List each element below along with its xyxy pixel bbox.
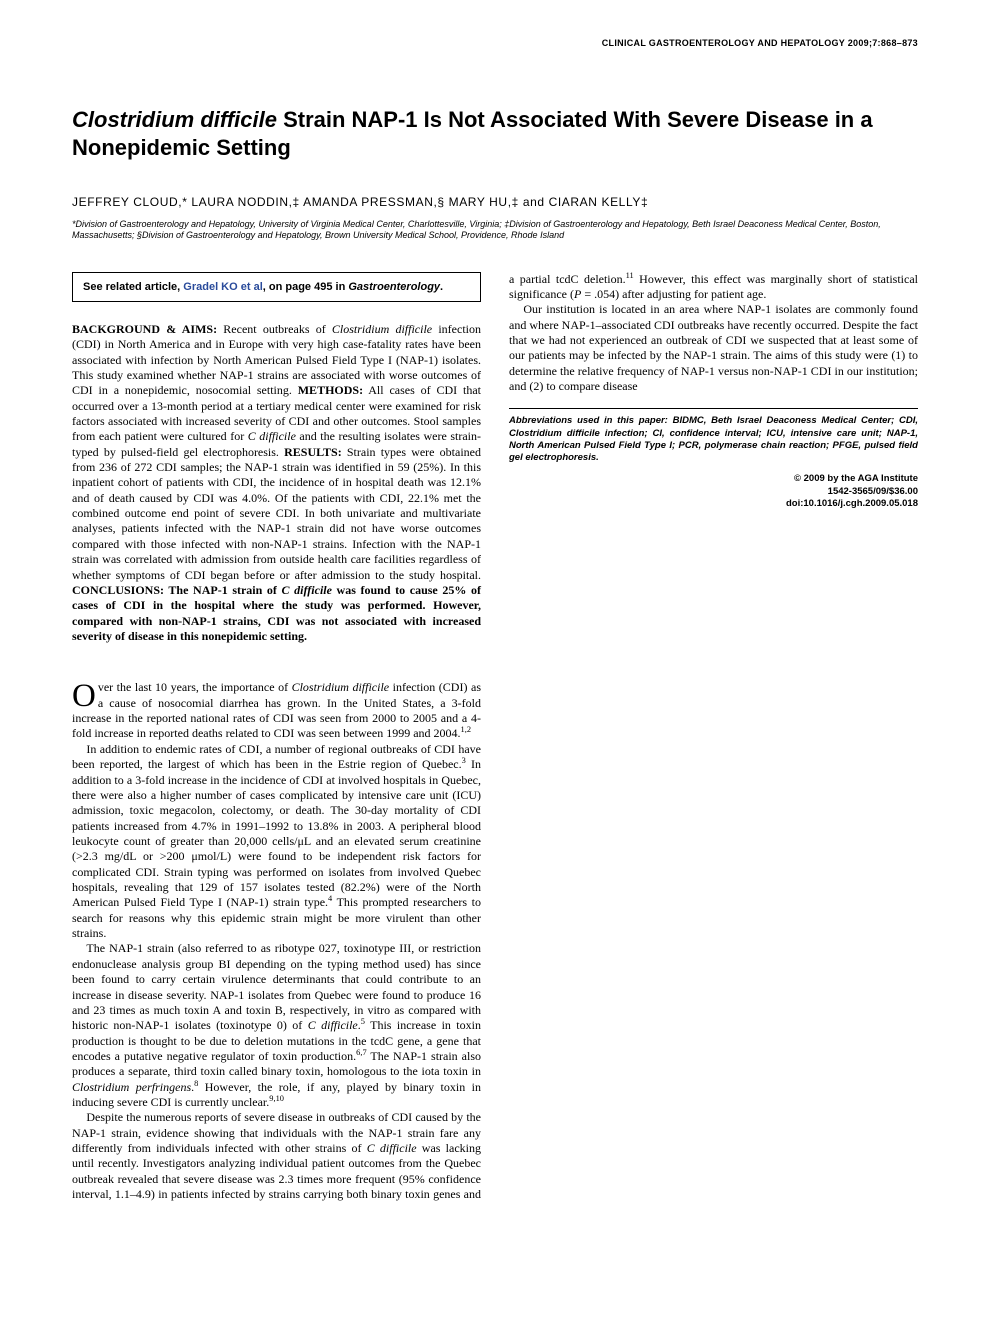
body-p3: The NAP-1 strain (also referred to as ri… xyxy=(72,941,481,1110)
abbrev-head: Abbreviations used in this paper: xyxy=(509,415,668,426)
p1-ref: 1,2 xyxy=(461,725,471,734)
p2-t2: In addition to a 3-fold increase in the … xyxy=(72,757,481,909)
copyright-line-1: © 2009 by the AGA Institute xyxy=(509,473,918,486)
body-p5: Our institution is located in an area wh… xyxy=(509,302,918,394)
author-list: JEFFREY CLOUD,* LAURA NODDIN,‡ AMANDA PR… xyxy=(72,195,918,209)
running-head: CLINICAL GASTROENTEROLOGY AND HEPATOLOGY… xyxy=(72,38,918,48)
abstract-bg-t1: Recent outbreaks of xyxy=(217,322,332,336)
p3-ital1: C difficile xyxy=(308,1018,358,1032)
p5-t: Our institution is located in an area wh… xyxy=(509,302,918,393)
p4-t4: = .054) after adjusting for patient age. xyxy=(581,287,766,301)
abbreviations-text: Abbreviations used in this paper: BIDMC,… xyxy=(509,415,918,464)
abstract-r-head: RESULTS: xyxy=(284,445,342,459)
p4-ital1: C difficile xyxy=(367,1141,417,1155)
abstract-c-ital1: C difficile xyxy=(282,583,332,597)
p1-t1: ver the last 10 years, the importance of xyxy=(98,680,292,694)
related-journal: Gastroenterology xyxy=(348,281,440,293)
copyright-line-2: 1542-3565/09/$36.00 xyxy=(509,486,918,499)
article-title: Clostridium difficile Strain NAP-1 Is No… xyxy=(72,106,918,161)
title-italic-genus: Clostridium difficile xyxy=(72,107,277,132)
abstract-bg-ital1: Clostridium difficile xyxy=(332,322,432,336)
dropcap: O xyxy=(72,680,98,710)
related-pre: See related article, xyxy=(83,281,183,293)
abstract-m-ital1: C difficile xyxy=(248,429,296,443)
abstract-bg-head: BACKGROUND & AIMS: xyxy=(72,322,217,336)
p3-ref4: 9,10 xyxy=(269,1094,284,1103)
abstract-r-text: Strain types were obtained from 236 of 2… xyxy=(72,445,481,582)
p2-t1: In addition to endemic rates of CDI, a n… xyxy=(72,742,481,771)
related-article-link[interactable]: Gradel KO et al xyxy=(183,281,262,293)
copyright-doi: doi:10.1016/j.cgh.2009.05.018 xyxy=(509,498,918,511)
related-mid: , on page 495 in xyxy=(263,281,349,293)
body-p1: Over the last 10 years, the importance o… xyxy=(72,680,481,741)
two-column-body: See related article, Gradel KO et al, on… xyxy=(72,272,918,1230)
p3-ital2: Clostridium perfringens xyxy=(72,1080,191,1094)
abstract-block: BACKGROUND & AIMS: Recent outbreaks of C… xyxy=(72,322,481,645)
related-article-box: See related article, Gradel KO et al, on… xyxy=(72,272,481,302)
p1-ital: Clostridium difficile xyxy=(292,680,390,694)
p4-ref1: 11 xyxy=(626,271,634,280)
body-p2: In addition to endemic rates of CDI, a n… xyxy=(72,742,481,942)
abstract-c-head: CONCLUSIONS: xyxy=(72,583,164,597)
copyright-block: © 2009 by the AGA Institute 1542-3565/09… xyxy=(509,473,918,511)
related-post: . xyxy=(440,281,443,293)
abbrev-ital: Clostridium difficile xyxy=(509,428,600,439)
author-affiliations: *Division of Gastroenterology and Hepato… xyxy=(72,219,918,242)
abstract-m-head: METHODS: xyxy=(298,383,363,397)
abstract-c-t1: The NAP-1 strain of xyxy=(164,583,282,597)
p3-ref2: 6,7 xyxy=(356,1048,366,1057)
abbrev-t1: BIDMC, Beth Israel Deaconess Medical Cen… xyxy=(668,415,918,426)
abbreviations-box: Abbreviations used in this paper: BIDMC,… xyxy=(509,408,918,511)
